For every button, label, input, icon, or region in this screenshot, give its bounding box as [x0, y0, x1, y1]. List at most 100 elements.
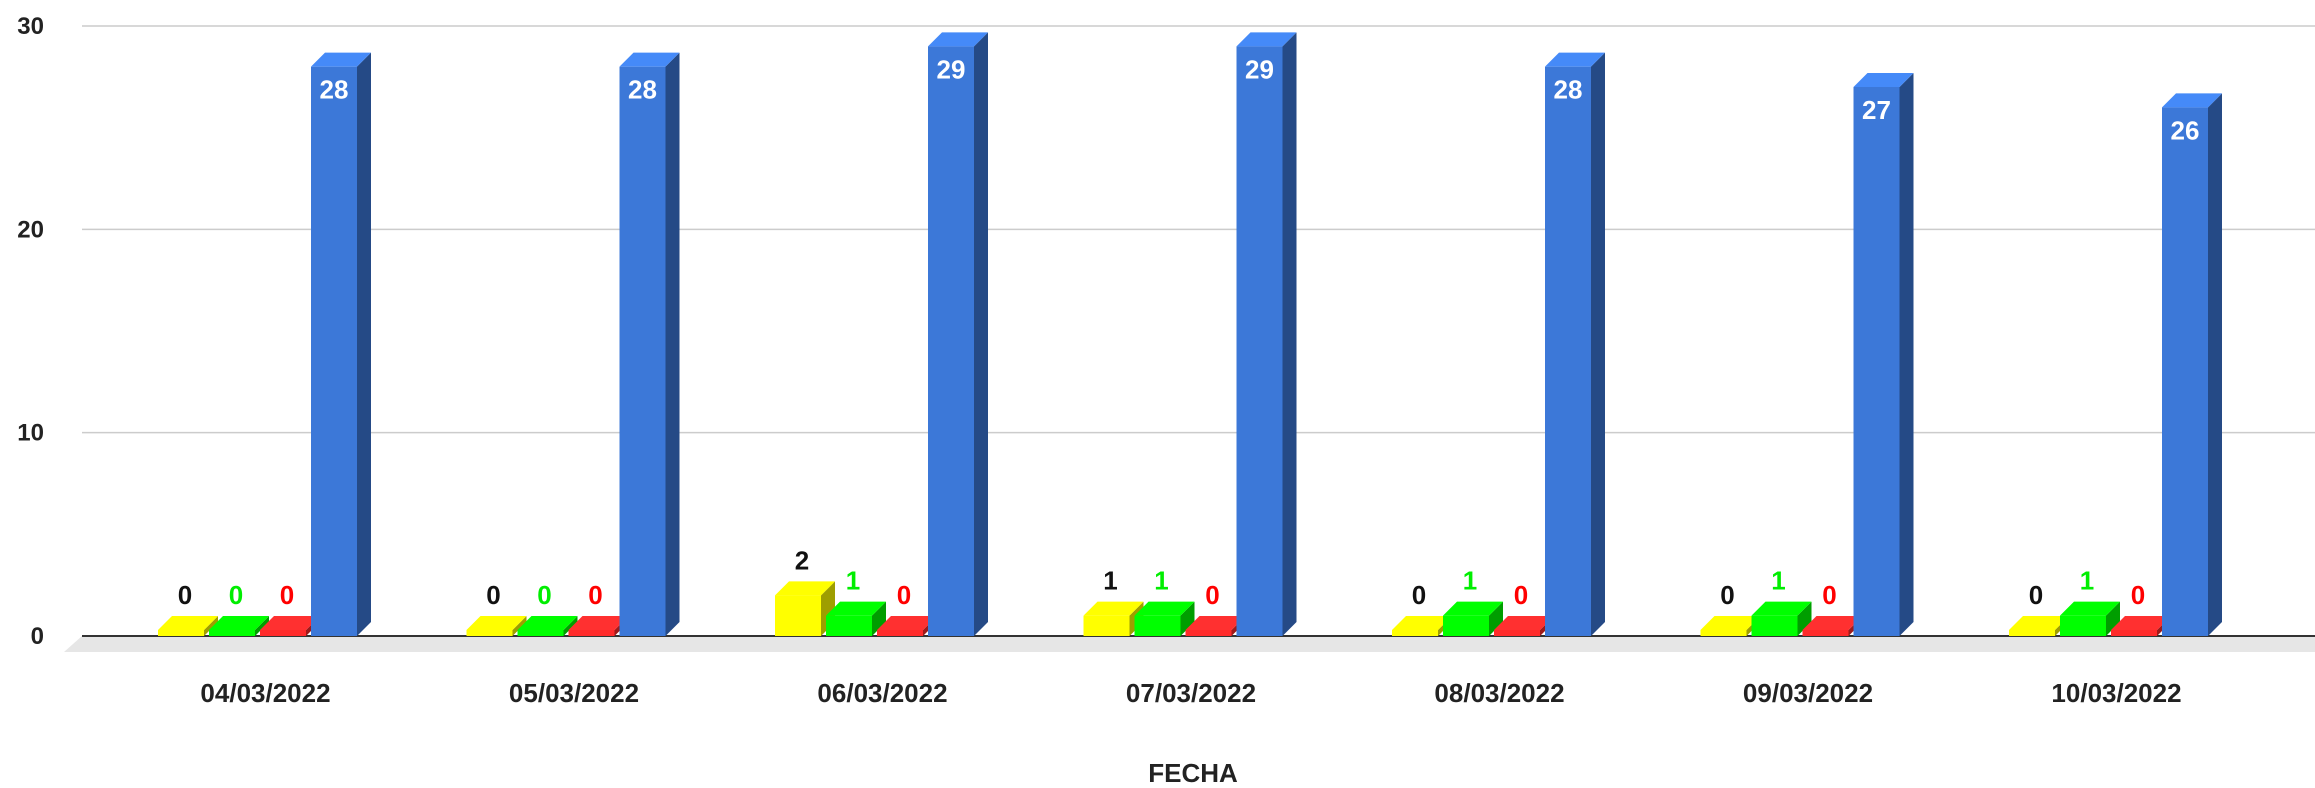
- bar-side: [563, 616, 578, 636]
- bar-top: [2009, 616, 2069, 630]
- data-label: 0: [178, 580, 192, 610]
- bar-side: [1797, 601, 1812, 636]
- bar-front: [1083, 615, 1130, 636]
- data-label: 0: [1412, 580, 1426, 610]
- bar-top: [260, 616, 320, 630]
- x-axis-categories: 04/03/2022 05/03/2022 06/03/2022 07/03/2022…: [200, 678, 2181, 708]
- bar-side: [2106, 601, 2120, 636]
- data-label: 28: [320, 75, 349, 105]
- data-label: 0: [588, 580, 602, 610]
- bar-front: [1494, 630, 1540, 636]
- bar-front: [877, 630, 923, 636]
- bar-front: [928, 46, 974, 637]
- bar-top: [1545, 52, 1605, 67]
- bar-top: [619, 52, 680, 67]
- data-label: 0: [486, 580, 500, 610]
- bar-top: [1700, 616, 1761, 630]
- bar: [517, 616, 578, 636]
- bar: [1853, 73, 1914, 636]
- bar-side: [1489, 601, 1503, 636]
- bar-top: [826, 601, 886, 616]
- bar-front: [619, 66, 666, 636]
- bar-side: [974, 32, 988, 637]
- bar: [1134, 601, 1195, 636]
- bar-front: [1185, 630, 1232, 636]
- bar-side: [1591, 52, 1605, 636]
- bar-front: [568, 630, 615, 636]
- x-category-label: 08/03/2022: [1434, 678, 1564, 708]
- bar-top: [1236, 32, 1297, 47]
- bar-front: [1134, 615, 1181, 636]
- bar-top: [775, 581, 835, 596]
- data-label: 2: [795, 545, 809, 575]
- bar-front: [1392, 630, 1438, 636]
- data-label: 0: [1720, 580, 1734, 610]
- data-label: 28: [1554, 75, 1583, 105]
- bar-top: [2111, 616, 2171, 630]
- x-category-label: 09/03/2022: [1743, 678, 1873, 708]
- bar: [1751, 601, 1812, 636]
- bar: [466, 616, 527, 636]
- bar-side: [357, 52, 371, 636]
- bar-front: [775, 595, 821, 636]
- x-category-label: 04/03/2022: [200, 678, 330, 708]
- bar-top: [2162, 93, 2222, 108]
- bar-side: [1180, 601, 1195, 636]
- y-axis-ticks: 0 10 20 30: [17, 13, 44, 650]
- bar-top: [1853, 73, 1914, 87]
- bar: [158, 616, 218, 636]
- data-label: 0: [1514, 580, 1528, 610]
- bar-top: [311, 52, 371, 67]
- y-tick-label: 0: [31, 623, 44, 650]
- data-label: 1: [1103, 566, 1117, 596]
- bar-top: [1185, 616, 1246, 630]
- bar: [775, 581, 835, 636]
- data-label: 1: [2080, 566, 2094, 596]
- x-category-label: 06/03/2022: [817, 678, 947, 708]
- bar-front: [466, 630, 513, 636]
- bar-side: [204, 616, 218, 636]
- grid-lines: [82, 25, 2315, 434]
- bar-top: [1134, 601, 1195, 616]
- y-tick-label: 10: [17, 420, 44, 447]
- data-label: 26: [2171, 115, 2200, 145]
- bar-top: [1751, 601, 1812, 616]
- bar-front: [2111, 630, 2157, 636]
- bar-top: [1083, 601, 1144, 616]
- data-labels: 0 0 0 28 0 0 0 28 2 1 0 29 1 1 0 29 0 1 0 28 0 1 0 27 0 1 0 26: [178, 54, 2200, 610]
- bar: [1545, 52, 1605, 636]
- x-axis-title: FECHA: [1148, 758, 1238, 788]
- bar-top: [466, 616, 527, 630]
- data-label: 0: [537, 580, 551, 610]
- bar-front: [517, 630, 564, 636]
- bar-front: [209, 630, 255, 636]
- bar-front: [1751, 615, 1798, 636]
- bar: [2060, 601, 2120, 636]
- bar-top: [1494, 616, 1554, 630]
- bar-front: [2009, 630, 2055, 636]
- bar: [826, 601, 886, 636]
- bar-front: [260, 630, 306, 636]
- data-label: 27: [1862, 95, 1891, 125]
- data-label: 0: [280, 580, 294, 610]
- bar: [1443, 601, 1503, 636]
- bar: [928, 32, 988, 637]
- bar-top: [517, 616, 578, 630]
- data-label: 28: [628, 75, 657, 105]
- data-label: 1: [1771, 566, 1785, 596]
- bar: [2162, 93, 2222, 637]
- bar-side: [665, 52, 680, 636]
- data-label: 0: [1822, 580, 1836, 610]
- floor-plane: [64, 636, 2315, 652]
- bar: [311, 52, 371, 636]
- bar-front: [311, 66, 357, 636]
- y-tick-label: 30: [17, 13, 44, 40]
- bar: [209, 616, 269, 636]
- y-tick-label: 20: [17, 216, 44, 243]
- bar-front: [1443, 615, 1489, 636]
- data-label: 1: [1154, 566, 1168, 596]
- bar-top: [568, 616, 629, 630]
- data-label: 0: [229, 580, 243, 610]
- bar-side: [255, 616, 269, 636]
